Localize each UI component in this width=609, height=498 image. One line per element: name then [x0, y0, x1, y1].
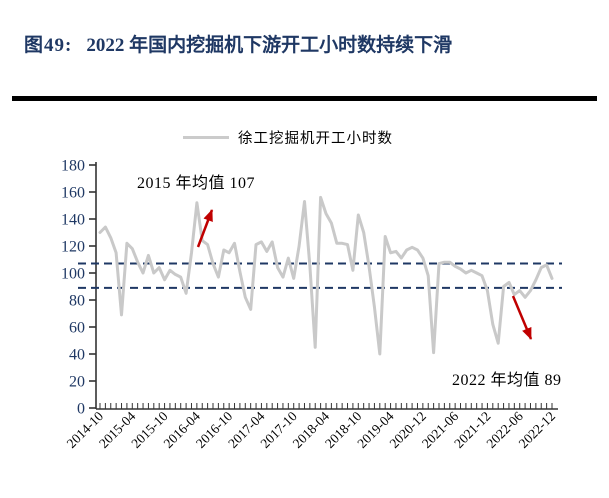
y-tick-label: 0 — [77, 401, 85, 418]
axes — [95, 162, 558, 410]
figure-number: 图49: — [24, 35, 73, 56]
series-line-excavator-hours — [98, 195, 554, 356]
y-tick-label: 100 — [61, 266, 85, 283]
y-tick-label: 160 — [61, 185, 85, 202]
red-arrow-down-icon — [511, 295, 533, 340]
y-axis-ticks: 0 20 40 60 80 100 120 140 160 180 — [61, 158, 96, 418]
chart-legend: 徐工挖掘机开工小时数 — [183, 127, 393, 148]
annotation-2015-average: 2015 年均值 107 — [137, 175, 256, 192]
y-tick-label: 80 — [69, 293, 85, 310]
y-tick-label: 60 — [69, 320, 85, 337]
y-tick-label: 140 — [61, 212, 85, 229]
red-arrow-up-icon — [196, 209, 214, 248]
legend-line-swatch — [183, 136, 229, 139]
annotation-2022-average: 2022 年均值 89 — [452, 372, 562, 389]
y-tick-label: 40 — [69, 347, 85, 364]
y-tick-label: 20 — [69, 374, 85, 391]
figure-title: 图49: 2022 年国内挖掘机下游开工小时数持续下滑 — [24, 30, 584, 57]
x-tick-label: 2022-12 — [516, 409, 558, 451]
y-tick-label: 180 — [61, 158, 85, 175]
y-tick-label: 120 — [61, 239, 85, 256]
legend-series-label: 徐工挖掘机开工小时数 — [238, 131, 393, 147]
title-divider-rule — [12, 96, 597, 101]
x-axis-ticks: 2014-102015-042015-102016-042016-102017-… — [64, 403, 558, 451]
figure-title-text: 2022 年国内挖掘机下游开工小时数持续下滑 — [86, 35, 453, 56]
